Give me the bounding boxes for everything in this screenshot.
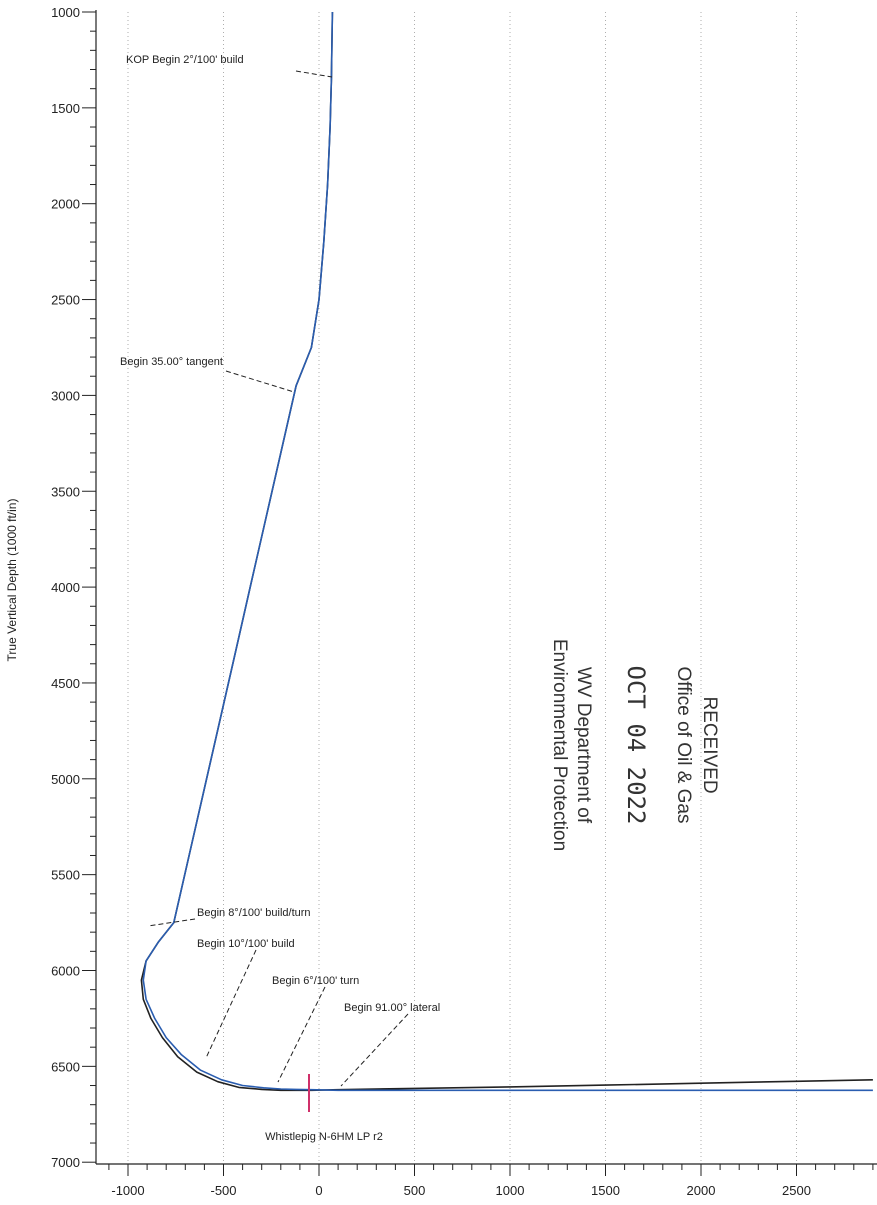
y-tick-label: 4500 [51, 676, 80, 691]
vertical-grid-lines [127, 12, 797, 1164]
y-tick-label: 6500 [51, 1059, 80, 1074]
x-axis: -1000 -500 0 500 1000 1500 2000 2500 [96, 1163, 877, 1198]
y-tick-label: 1500 [51, 101, 80, 116]
y-tick-label: 3000 [51, 388, 80, 403]
annotation-leader [340, 1013, 409, 1087]
x-tick-label: 2500 [782, 1183, 811, 1198]
y-tick-label: 5500 [51, 868, 80, 883]
y-tick-label: 5000 [51, 772, 80, 787]
x-tick-label: 2000 [687, 1183, 716, 1198]
y-axis-label: True Vertical Depth (1000 ft/in) [5, 499, 19, 662]
wellbore-path-2 [142, 11, 873, 1092]
x-tick-label: -1000 [111, 1183, 144, 1198]
y-tick-label: 6000 [51, 964, 80, 979]
y-tick-label: 1000 [51, 5, 80, 20]
annotation-leader [295, 70, 333, 78]
x-tick-label: 1500 [591, 1183, 620, 1198]
annotation-leader [277, 986, 326, 1083]
annotation-label: Begin 35.00° tangent [120, 356, 223, 368]
y-tick-label: 2000 [51, 197, 80, 212]
annotation-label: Begin 6°/100' turn [272, 975, 359, 987]
y-tick-label: 4000 [51, 580, 80, 595]
y-tick-label: 2500 [51, 293, 80, 308]
x-tick-label: 500 [404, 1183, 426, 1198]
x-tick-label: -500 [210, 1183, 236, 1198]
stamp-received: RECEIVED [699, 696, 720, 793]
annotation-leader [205, 949, 257, 1059]
received-stamp: RECEIVED Office of Oil & Gas OCT 04 2022… [549, 639, 720, 851]
wellbore-path-1 [140, 11, 873, 1092]
annotation-leader [225, 370, 295, 393]
stamp-protection: Environmental Protection [549, 639, 570, 851]
annotations-group: KOP Begin 2°/100' build Begin 35.00° tang… [120, 54, 440, 1087]
annotation-label: KOP Begin 2°/100' build [126, 54, 244, 66]
annotation-label: Begin 8°/100' build/turn [197, 907, 311, 919]
stamp-date: OCT 04 2022 [622, 666, 650, 825]
stamp-office: Office of Oil & Gas [673, 667, 694, 824]
x-tick-label: 1000 [496, 1183, 525, 1198]
annotation-label: Begin 91.00° lateral [344, 1002, 440, 1014]
x-tick-label: 0 [315, 1183, 322, 1198]
annotation-label: Begin 10°/100' build [197, 938, 295, 950]
y-tick-label: 7000 [51, 1155, 80, 1170]
series-group [140, 11, 873, 1092]
target-label: Whistlepig N-6HM LP r2 [265, 1131, 383, 1143]
y-axis: 1000 1500 2000 2500 3000 3500 4000 4500 5000 5500… [51, 5, 97, 1170]
stamp-department: WV Department of [573, 667, 594, 824]
y-tick-label: 3500 [51, 484, 80, 499]
